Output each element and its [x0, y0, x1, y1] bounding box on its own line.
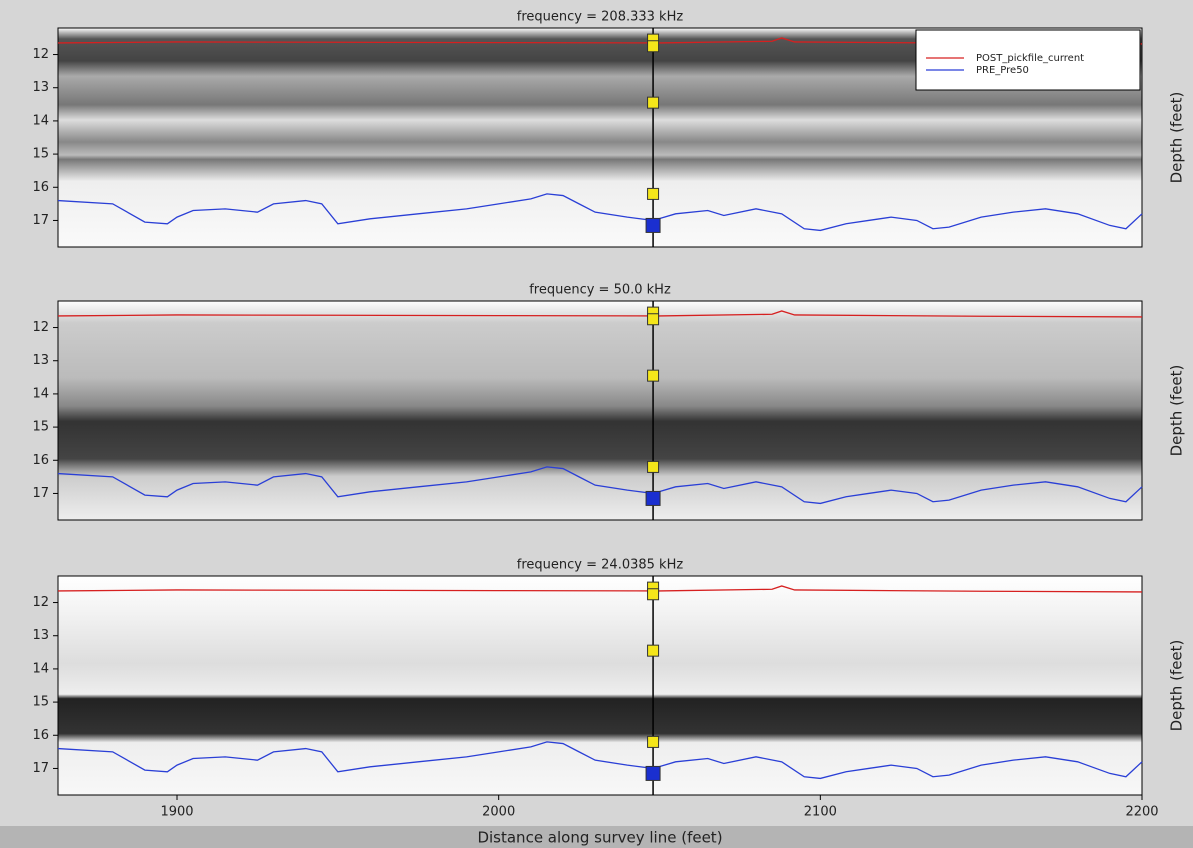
y-tick-label: 17 — [32, 213, 49, 228]
y-tick-label: 15 — [32, 420, 49, 435]
pick-marker — [647, 644, 660, 657]
x-tick-label: 1900 — [160, 805, 193, 820]
pick-marker — [647, 369, 660, 382]
series-line — [57, 466, 1143, 505]
pick-marker — [647, 187, 660, 200]
pick-marker — [647, 313, 660, 326]
y-tick-label: 16 — [32, 180, 49, 195]
y-tick-label: 15 — [32, 695, 49, 710]
x-tick-label: 2100 — [804, 805, 837, 820]
pick-marker — [645, 490, 661, 506]
y-tick-label: 13 — [32, 628, 49, 643]
y-tick-label: 15 — [32, 147, 49, 162]
y-tick-label: 12 — [32, 320, 49, 335]
panel-title: frequency = 50.0 kHz — [529, 283, 671, 298]
panel-title: frequency = 24.0385 kHz — [517, 558, 684, 573]
echogram — [57, 575, 1143, 796]
series-line — [57, 585, 1143, 593]
legend-box — [915, 29, 1141, 91]
x-axis-label: Distance along survey line (feet) — [477, 829, 722, 847]
y-tick-label: 16 — [32, 728, 49, 743]
pick-marker — [647, 40, 660, 53]
status-bar — [0, 826, 1193, 848]
y-tick-label: 12 — [32, 595, 49, 610]
y-axis-label: Depth (feet) — [1168, 92, 1186, 184]
pick-marker — [647, 460, 660, 473]
panel-title: frequency = 208.333 kHz — [517, 10, 684, 25]
legend-label: POST_pickfile_current — [976, 53, 1084, 64]
echogram — [57, 300, 1143, 521]
series-line — [57, 37, 1143, 45]
y-axis-label: Depth (feet) — [1168, 365, 1186, 457]
series-line — [57, 193, 1143, 232]
x-tick-label: 2200 — [1125, 805, 1158, 820]
pick-marker — [647, 96, 660, 109]
y-tick-label: 13 — [32, 353, 49, 368]
y-axis-label: Depth (feet) — [1168, 640, 1186, 732]
pick-marker — [645, 765, 661, 781]
pick-marker — [645, 217, 661, 233]
pick-marker — [647, 588, 660, 601]
y-tick-label: 17 — [32, 486, 49, 501]
y-tick-label: 14 — [32, 661, 49, 676]
series-line — [57, 741, 1143, 780]
pick-marker — [647, 735, 660, 748]
series-line — [57, 310, 1143, 318]
y-tick-label: 14 — [32, 386, 49, 401]
x-tick-label: 2000 — [482, 805, 515, 820]
y-tick-label: 14 — [32, 113, 49, 128]
y-tick-label: 13 — [32, 80, 49, 95]
y-tick-label: 12 — [32, 47, 49, 62]
y-tick-label: 17 — [32, 761, 49, 776]
y-tick-label: 16 — [32, 453, 49, 468]
legend-label: PRE_Pre50 — [976, 65, 1029, 76]
